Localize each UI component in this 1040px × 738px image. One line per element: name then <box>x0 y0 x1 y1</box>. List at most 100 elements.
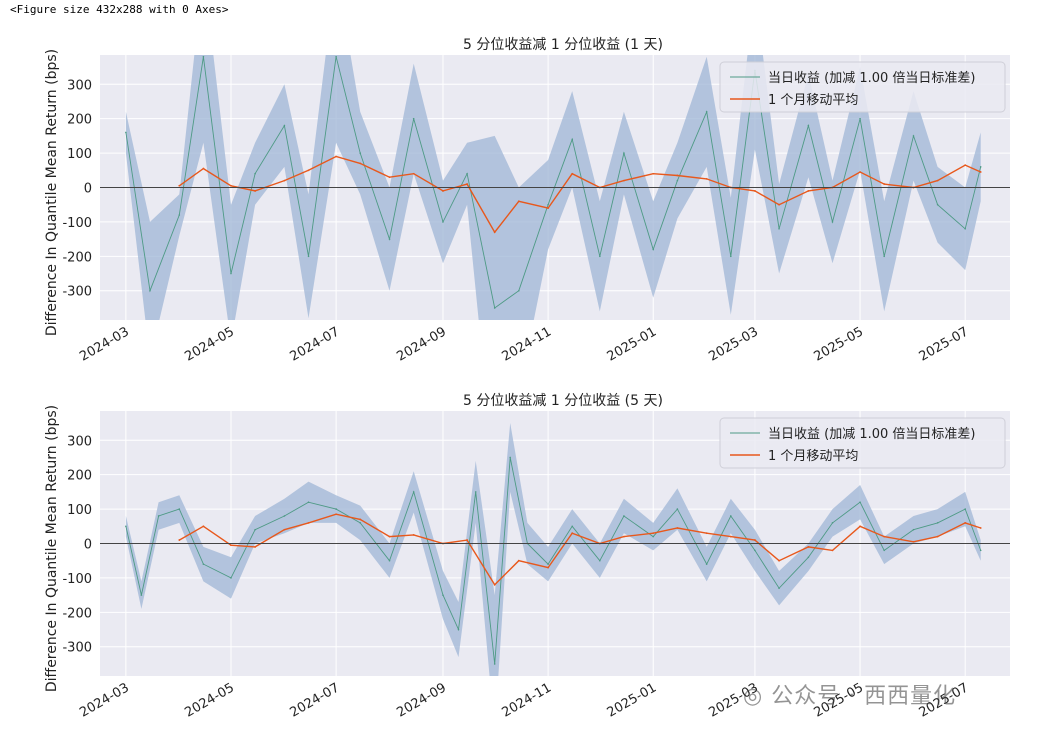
daily-return-point <box>202 563 205 565</box>
moving-average-point <box>729 535 732 538</box>
y-tick-label: -300 <box>62 641 92 656</box>
legend-label-daily: 当日收益 (加减 1.00 倍当日标准差) <box>768 71 976 86</box>
daily-return-point <box>936 203 939 206</box>
chart-title: 5 分位收益减 1 分位收益 (1 天) <box>463 37 663 53</box>
moving-average-point <box>178 184 181 187</box>
moving-average-point <box>571 172 574 175</box>
moving-average-point <box>705 177 708 180</box>
daily-return-point <box>335 55 337 58</box>
moving-average-point <box>964 521 967 524</box>
chart-title: 5 分位收益减 1 分位收益 (5 天) <box>463 393 663 409</box>
moving-average-point <box>859 525 861 528</box>
moving-average-point <box>547 207 550 210</box>
daily-return-point <box>283 124 286 127</box>
moving-average-point <box>705 532 708 535</box>
x-tick-label: 2024-03 <box>77 680 132 720</box>
daily-return-point <box>178 214 181 216</box>
x-tick-label: 2024-11 <box>500 680 555 720</box>
legend-box <box>719 61 1006 113</box>
daily-return-point <box>157 515 160 517</box>
x-tick-label: 2025-03 <box>706 324 761 364</box>
daily-return-point <box>964 508 966 510</box>
moving-average-point <box>964 164 967 167</box>
moving-average-point <box>359 518 362 521</box>
moving-average-point <box>754 539 756 541</box>
daily-return-point <box>359 522 362 524</box>
y-tick-label: 0 <box>84 182 92 197</box>
daily-return-point <box>307 255 310 258</box>
moving-average-point <box>388 176 391 179</box>
daily-return-point <box>230 577 232 579</box>
daily-return-point <box>571 525 574 528</box>
moving-average-point <box>859 171 861 173</box>
moving-average-point <box>979 171 982 173</box>
daily-return-point <box>140 594 143 596</box>
y-tick-label: 0 <box>84 538 92 553</box>
moving-average-point <box>466 183 469 185</box>
daily-return-point <box>729 255 732 258</box>
watermark: ◎ 公众号 · 西西量化 <box>743 678 956 710</box>
moving-average-point <box>335 513 338 516</box>
x-tick-label: 2024-05 <box>182 324 237 364</box>
x-tick-label: 2024-07 <box>288 324 343 364</box>
moving-average-point <box>254 546 257 548</box>
daily-return-point <box>964 227 966 230</box>
legend-label-daily: 当日收益 (加减 1.00 倍当日标准差) <box>768 427 976 442</box>
moving-average-point <box>979 527 982 529</box>
daily-return-point <box>125 525 127 528</box>
daily-return-point <box>149 289 151 292</box>
daily-return-point <box>412 491 415 493</box>
daily-return-point <box>493 663 496 665</box>
x-tick-label: 2025-07 <box>917 324 972 364</box>
daily-return-point <box>676 508 679 510</box>
moving-average-point <box>676 527 679 529</box>
daily-return-point <box>807 556 810 559</box>
daily-return-point <box>778 587 780 590</box>
daily-return-point <box>729 515 732 517</box>
daily-return-point <box>359 152 362 154</box>
daily-return-point <box>412 117 415 120</box>
moving-average-point <box>652 532 655 535</box>
moving-average-point <box>388 535 391 538</box>
daily-return-point <box>979 549 982 552</box>
daily-return-point <box>571 138 574 141</box>
daily-return-point <box>547 203 549 206</box>
moving-average-line <box>178 513 981 586</box>
daily-return-point <box>676 179 679 182</box>
daily-return-point <box>442 594 444 596</box>
moving-average-point <box>202 525 205 528</box>
daily-return-point <box>202 55 205 58</box>
daily-return-point <box>831 221 834 223</box>
moving-average-point <box>652 172 655 175</box>
moving-average-point <box>202 167 205 170</box>
y-tick-label: 200 <box>67 113 92 128</box>
moving-average-point <box>883 183 886 185</box>
daily-return-point <box>230 272 232 275</box>
x-tick-label: 2024-09 <box>394 680 449 720</box>
moving-average-point <box>466 539 469 541</box>
daily-return-point <box>936 522 939 524</box>
wechat-icon: ◎ <box>743 684 764 709</box>
moving-average-line <box>178 155 981 234</box>
moving-average-point <box>230 184 232 187</box>
x-tick-label: 2024-07 <box>288 680 343 720</box>
daily-return-point <box>912 135 915 137</box>
daily-return-point <box>623 515 625 517</box>
daily-return-point <box>457 628 460 631</box>
daily-return-point <box>388 559 391 562</box>
daily-return-point <box>547 563 549 565</box>
y-tick-label: 300 <box>67 434 92 449</box>
moving-average-point <box>283 179 286 182</box>
y-axis-label: Difference In Quantile Mean Return (bps) <box>44 405 60 692</box>
x-tick-label: 2024-05 <box>182 680 237 720</box>
y-tick-label: 200 <box>67 469 92 484</box>
legend-label-ma: 1 个月移动平均 <box>768 449 858 464</box>
daily-return-point <box>125 131 127 134</box>
moving-average-point <box>307 169 310 172</box>
y-axis-label: Difference In Quantile Mean Return (bps) <box>44 49 60 336</box>
x-tick-label: 2024-11 <box>500 324 555 364</box>
daily-return-point <box>599 559 601 562</box>
moving-average-point <box>623 179 625 182</box>
daily-return-point <box>979 166 982 168</box>
